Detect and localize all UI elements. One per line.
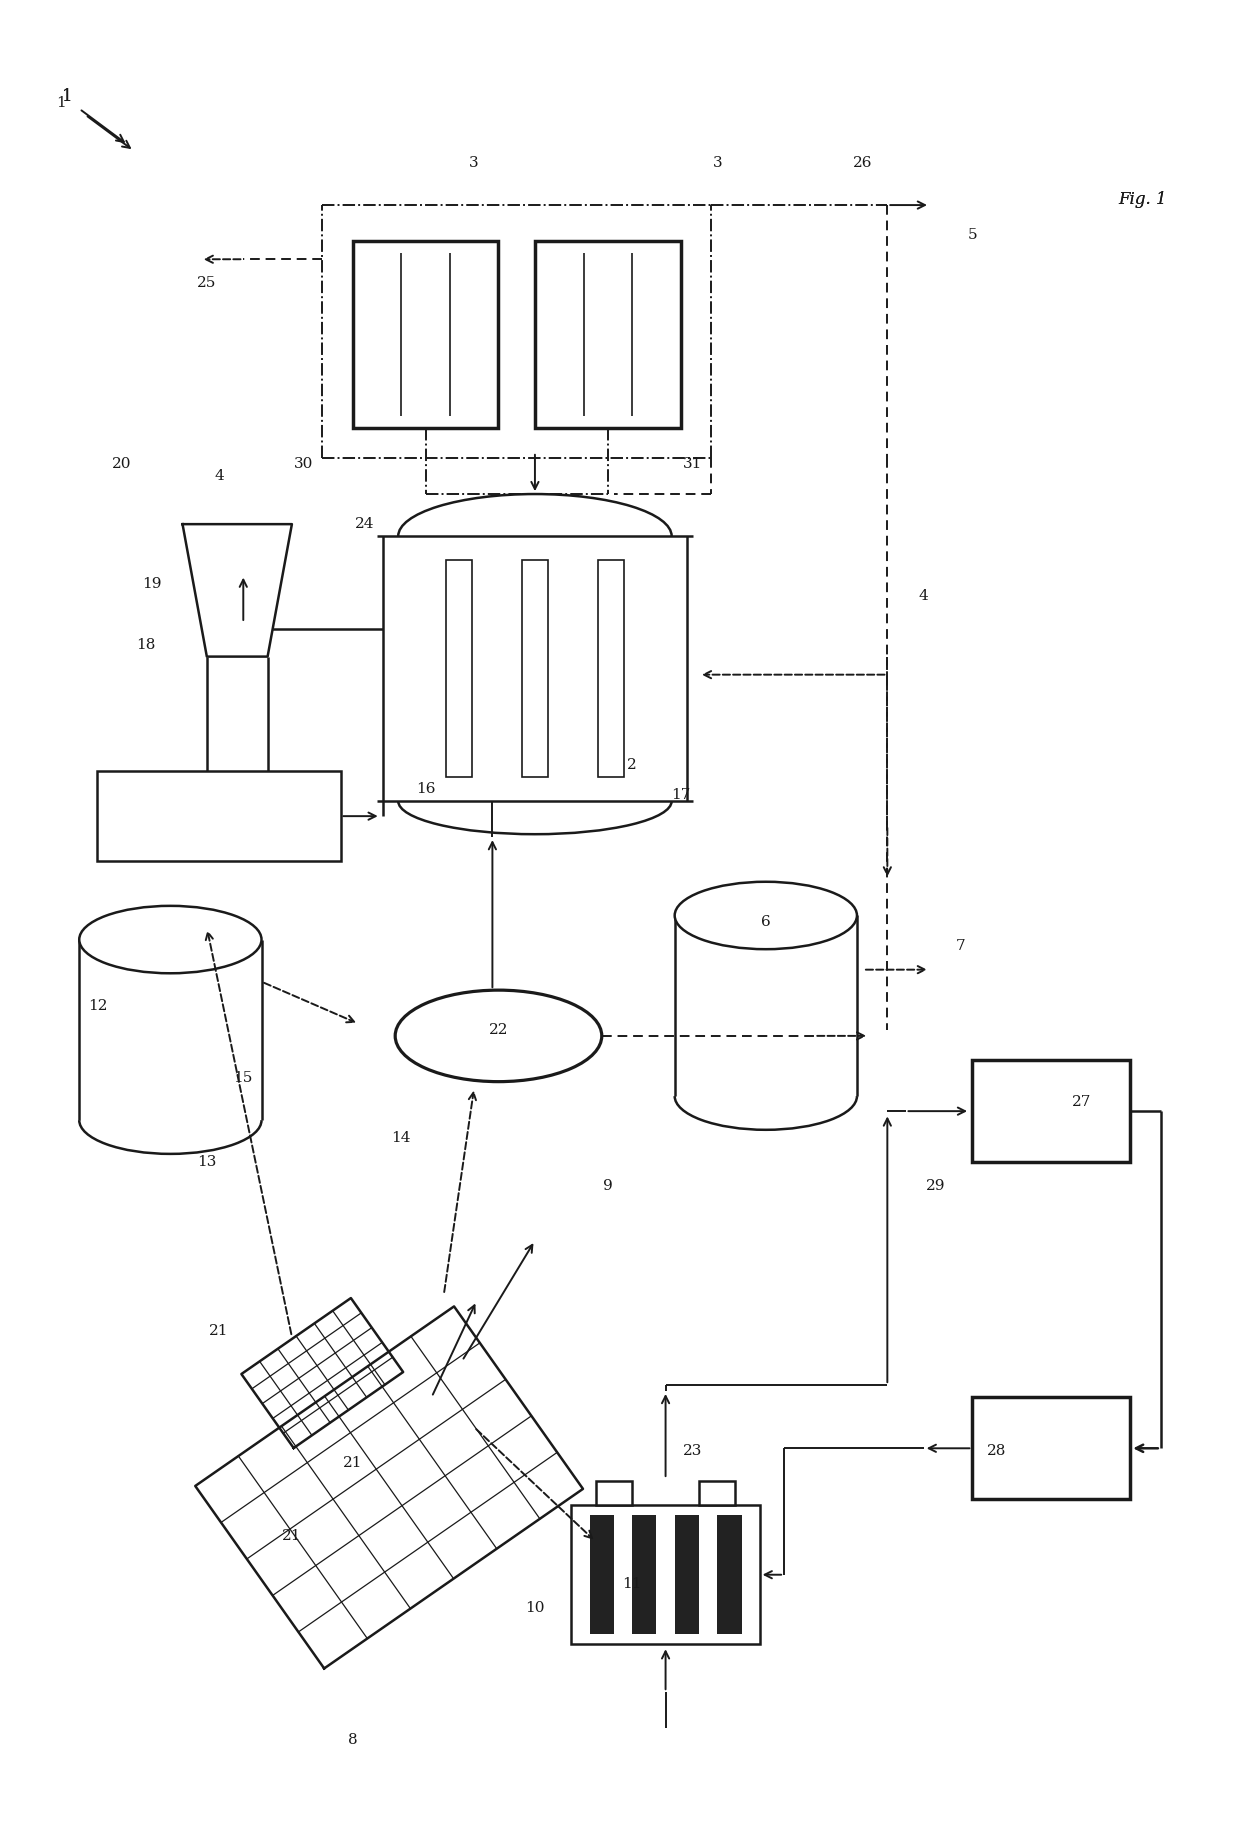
Text: 29: 29 xyxy=(926,1180,946,1194)
Text: Fig. 1: Fig. 1 xyxy=(1118,190,1167,208)
Ellipse shape xyxy=(675,881,857,949)
Text: 9: 9 xyxy=(603,1180,613,1194)
Text: 13: 13 xyxy=(197,1156,217,1168)
Text: 31: 31 xyxy=(683,457,703,472)
Text: 24: 24 xyxy=(355,518,374,531)
Bar xyxy=(445,560,472,778)
Text: 30: 30 xyxy=(294,457,314,472)
Polygon shape xyxy=(182,523,291,656)
Text: 12: 12 xyxy=(88,999,107,1014)
Text: 4: 4 xyxy=(919,590,929,603)
Text: 21: 21 xyxy=(283,1528,301,1543)
Text: 14: 14 xyxy=(392,1132,410,1145)
Text: 15: 15 xyxy=(233,1071,253,1086)
Text: 7: 7 xyxy=(956,938,965,953)
Bar xyxy=(572,1506,760,1644)
Bar xyxy=(595,1482,632,1506)
Bar xyxy=(352,241,498,428)
Text: 23: 23 xyxy=(683,1445,703,1458)
Bar xyxy=(522,560,548,778)
Text: 10: 10 xyxy=(526,1602,544,1614)
Text: 26: 26 xyxy=(853,157,873,170)
Ellipse shape xyxy=(396,990,601,1082)
Bar xyxy=(632,1515,656,1635)
Text: 4: 4 xyxy=(215,468,224,483)
Bar xyxy=(717,1515,742,1635)
Text: 1: 1 xyxy=(62,88,72,105)
Text: 25: 25 xyxy=(197,276,217,291)
Text: 1: 1 xyxy=(62,88,72,105)
Text: 5: 5 xyxy=(967,229,977,241)
Text: 17: 17 xyxy=(671,789,691,802)
Text: 8: 8 xyxy=(348,1732,357,1747)
Bar xyxy=(98,770,341,861)
Text: 28: 28 xyxy=(987,1445,1007,1458)
Bar xyxy=(972,1397,1131,1500)
Text: 6: 6 xyxy=(761,914,771,929)
Text: 19: 19 xyxy=(143,577,162,592)
Bar xyxy=(589,1515,614,1635)
Bar xyxy=(675,1515,699,1635)
Ellipse shape xyxy=(79,907,262,973)
Bar xyxy=(534,241,681,428)
Text: 27: 27 xyxy=(1073,1095,1091,1109)
Text: 18: 18 xyxy=(136,638,156,652)
Text: 11: 11 xyxy=(622,1578,642,1591)
Text: 16: 16 xyxy=(415,781,435,796)
Text: 21: 21 xyxy=(343,1456,362,1471)
Text: 21: 21 xyxy=(210,1323,228,1338)
Text: 1: 1 xyxy=(56,96,66,111)
Bar xyxy=(598,560,624,778)
Text: 3: 3 xyxy=(470,157,479,170)
Text: 20: 20 xyxy=(112,457,131,472)
Text: 3: 3 xyxy=(713,157,722,170)
Text: 2: 2 xyxy=(627,757,637,772)
Text: 22: 22 xyxy=(489,1023,508,1038)
Bar xyxy=(699,1482,735,1506)
Bar xyxy=(972,1060,1131,1163)
Text: Fig. 1: Fig. 1 xyxy=(1118,190,1167,208)
